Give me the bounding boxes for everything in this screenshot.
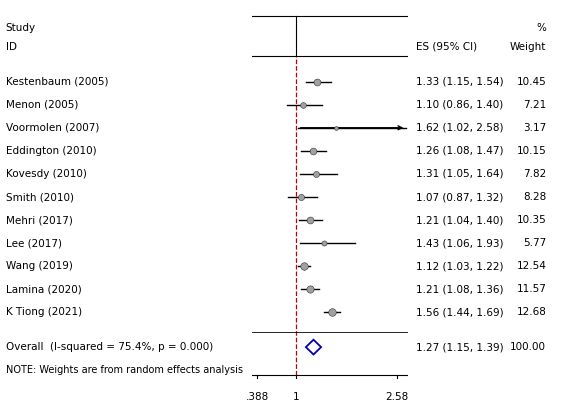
Text: ES (95% CI): ES (95% CI) <box>416 42 477 52</box>
Text: 1.07 (0.87, 1.32): 1.07 (0.87, 1.32) <box>416 192 503 202</box>
Text: Lee (2017): Lee (2017) <box>6 238 62 248</box>
Text: 1.21 (1.08, 1.36): 1.21 (1.08, 1.36) <box>416 284 504 294</box>
Text: 100.00: 100.00 <box>510 342 546 352</box>
Text: 12.68: 12.68 <box>516 307 546 317</box>
Text: Kovesdy (2010): Kovesdy (2010) <box>6 169 87 179</box>
Text: NOTE: Weights are from random effects analysis: NOTE: Weights are from random effects an… <box>6 365 243 375</box>
Text: 10.15: 10.15 <box>516 146 546 156</box>
Text: Smith (2010): Smith (2010) <box>6 192 74 202</box>
Text: 1.26 (1.08, 1.47): 1.26 (1.08, 1.47) <box>416 146 504 156</box>
Text: 1.33 (1.15, 1.54): 1.33 (1.15, 1.54) <box>416 76 504 87</box>
Text: Kestenbaum (2005): Kestenbaum (2005) <box>6 76 108 87</box>
Text: 8.28: 8.28 <box>523 192 546 202</box>
Point <box>298 102 307 108</box>
Text: %: % <box>537 23 546 33</box>
Text: 10.45: 10.45 <box>516 76 546 87</box>
Point <box>296 194 305 200</box>
Text: Eddington (2010): Eddington (2010) <box>6 146 96 156</box>
Text: 7.82: 7.82 <box>523 169 546 179</box>
Text: 10.35: 10.35 <box>516 215 546 225</box>
Point <box>331 125 340 131</box>
Text: 1.21 (1.04, 1.40): 1.21 (1.04, 1.40) <box>416 215 503 225</box>
Text: 5.77: 5.77 <box>523 238 546 248</box>
Text: 1.12 (1.03, 1.22): 1.12 (1.03, 1.22) <box>416 261 504 271</box>
Point <box>308 148 318 154</box>
Text: Study: Study <box>6 23 36 33</box>
Text: Wang (2019): Wang (2019) <box>6 261 72 271</box>
Point <box>311 171 320 177</box>
Text: 7.21: 7.21 <box>523 100 546 110</box>
Text: ID: ID <box>6 42 16 52</box>
Point <box>305 286 314 293</box>
Text: 1.62 (1.02, 2.58): 1.62 (1.02, 2.58) <box>416 123 504 133</box>
Point <box>319 240 328 247</box>
Text: Menon (2005): Menon (2005) <box>6 100 78 110</box>
Text: Lamina (2020): Lamina (2020) <box>6 284 82 294</box>
Point <box>313 79 322 85</box>
Text: 1.10 (0.86, 1.40): 1.10 (0.86, 1.40) <box>416 100 503 110</box>
Text: 1.43 (1.06, 1.93): 1.43 (1.06, 1.93) <box>416 238 504 248</box>
Text: Mehri (2017): Mehri (2017) <box>6 215 72 225</box>
Text: 11.57: 11.57 <box>516 284 546 294</box>
Text: Overall  (I-squared = 75.4%, p = 0.000): Overall (I-squared = 75.4%, p = 0.000) <box>6 342 213 352</box>
Point <box>299 263 308 270</box>
Text: 1.27 (1.15, 1.39): 1.27 (1.15, 1.39) <box>416 342 504 352</box>
Polygon shape <box>306 340 321 354</box>
Text: 1.56 (1.44, 1.69): 1.56 (1.44, 1.69) <box>416 307 504 317</box>
Point <box>305 217 314 224</box>
Text: .388: .388 <box>246 392 269 402</box>
Text: 3.17: 3.17 <box>523 123 546 133</box>
Text: Voormolen (2007): Voormolen (2007) <box>6 123 99 133</box>
Text: 1.31 (1.05, 1.64): 1.31 (1.05, 1.64) <box>416 169 504 179</box>
Text: 2.58: 2.58 <box>385 392 408 402</box>
Text: Weight: Weight <box>510 42 546 52</box>
Point <box>327 309 336 316</box>
Text: 12.54: 12.54 <box>516 261 546 271</box>
Text: 1: 1 <box>293 392 299 402</box>
Text: K Tiong (2021): K Tiong (2021) <box>6 307 82 317</box>
